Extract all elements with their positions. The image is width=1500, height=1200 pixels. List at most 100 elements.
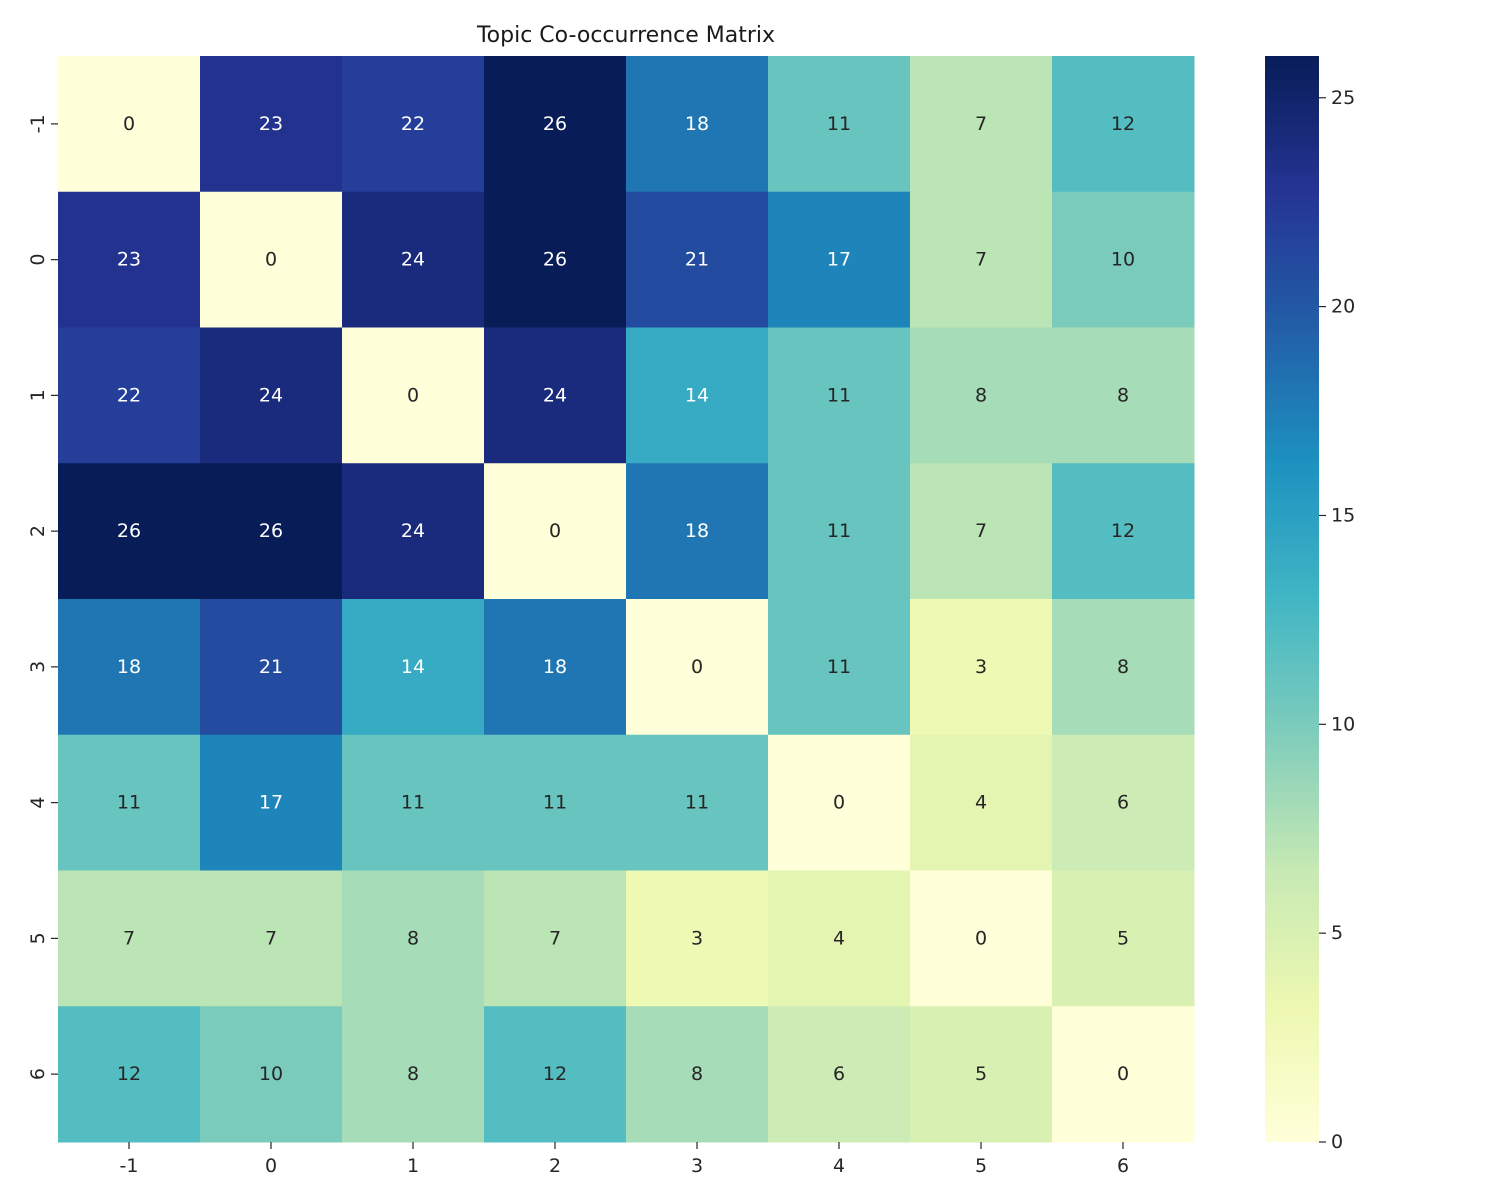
cell-value-label: 8 bbox=[691, 1063, 703, 1085]
y-tick-label: -1 bbox=[27, 114, 49, 133]
y-tick-label: 0 bbox=[27, 254, 49, 266]
heatmap-cell bbox=[1052, 1006, 1195, 1143]
colorbar-tick-label: 5 bbox=[1331, 922, 1343, 944]
cell-value-label: 0 bbox=[549, 520, 561, 542]
heatmap-cell bbox=[768, 191, 911, 328]
heatmap-cell bbox=[58, 1006, 201, 1143]
y-tick-label: 3 bbox=[27, 661, 49, 673]
heatmap-cell bbox=[484, 191, 627, 328]
heatmap-cell bbox=[910, 1006, 1053, 1143]
heatmap-cell bbox=[58, 56, 201, 193]
heatmap-cell bbox=[484, 599, 627, 736]
cell-value-label: 12 bbox=[1111, 520, 1135, 542]
heatmap-cell bbox=[626, 734, 769, 871]
heatmap-cell bbox=[484, 1006, 627, 1143]
heatmap-cell bbox=[342, 599, 485, 736]
cell-value-label: 24 bbox=[543, 384, 567, 406]
heatmap-cell bbox=[626, 463, 769, 600]
heatmap-cell bbox=[342, 734, 485, 871]
cell-value-label: 4 bbox=[975, 792, 987, 814]
heatmap-cell bbox=[1052, 327, 1195, 464]
cell-value-label: 11 bbox=[117, 792, 141, 814]
heatmap-cell bbox=[910, 599, 1053, 736]
y-tick-label: 1 bbox=[27, 389, 49, 401]
heatmap-cell bbox=[484, 463, 627, 600]
cell-value-label: 26 bbox=[259, 520, 283, 542]
heatmap-cell bbox=[910, 56, 1053, 193]
y-tick-label: 2 bbox=[27, 525, 49, 537]
colorbar-tick-label: 20 bbox=[1331, 296, 1355, 318]
cell-value-label: 7 bbox=[549, 927, 561, 949]
cell-value-label: 7 bbox=[975, 249, 987, 271]
cell-value-label: 11 bbox=[827, 113, 851, 135]
cell-value-label: 23 bbox=[259, 113, 283, 135]
heatmap-cell bbox=[626, 870, 769, 1007]
cell-value-label: 0 bbox=[833, 792, 845, 814]
colorbar-tick-label: 25 bbox=[1331, 87, 1355, 109]
cell-value-label: 11 bbox=[543, 792, 567, 814]
heatmap-cell bbox=[484, 734, 627, 871]
cell-value-label: 6 bbox=[833, 1063, 845, 1085]
cell-value-label: 0 bbox=[1117, 1063, 1129, 1085]
heatmap-cell bbox=[342, 870, 485, 1007]
heatmap-cell bbox=[626, 191, 769, 328]
cell-value-label: 18 bbox=[685, 113, 709, 135]
heatmap-cell bbox=[200, 56, 343, 193]
cell-value-label: 0 bbox=[691, 656, 703, 678]
cell-value-label: 8 bbox=[1117, 656, 1129, 678]
heatmap-cell bbox=[626, 599, 769, 736]
heatmap-cell bbox=[1052, 191, 1195, 328]
cell-value-label: 4 bbox=[833, 927, 845, 949]
heatmap-cell bbox=[1052, 56, 1195, 193]
cell-value-label: 21 bbox=[685, 249, 709, 271]
cell-value-label: 3 bbox=[691, 927, 703, 949]
cell-value-label: 10 bbox=[259, 1063, 283, 1085]
heatmap-cell bbox=[626, 327, 769, 464]
heatmap-cell bbox=[484, 327, 627, 464]
heatmap-cell bbox=[626, 56, 769, 193]
heatmap-cell bbox=[200, 1006, 343, 1143]
cell-value-label: 11 bbox=[827, 656, 851, 678]
cell-value-label: 0 bbox=[123, 113, 135, 135]
heatmap-cell bbox=[910, 463, 1053, 600]
heatmap-cell bbox=[768, 1006, 911, 1143]
cell-value-label: 18 bbox=[685, 520, 709, 542]
x-tick-label: 6 bbox=[1117, 1155, 1129, 1177]
cell-value-label: 8 bbox=[407, 1063, 419, 1085]
cell-value-label: 7 bbox=[975, 520, 987, 542]
x-axis: -1 0 1 2 3 4 5 6 bbox=[120, 1142, 1129, 1177]
cell-value-label: 24 bbox=[401, 520, 425, 542]
x-tick-label: 4 bbox=[833, 1155, 845, 1177]
heatmap-cell bbox=[768, 463, 911, 600]
colorbar-tick-label: 15 bbox=[1331, 504, 1355, 526]
heatmap-cell bbox=[200, 734, 343, 871]
cell-value-label: 21 bbox=[259, 656, 283, 678]
cell-value-label: 26 bbox=[543, 113, 567, 135]
x-tick-label: 3 bbox=[691, 1155, 703, 1177]
cell-value-label: 18 bbox=[543, 656, 567, 678]
cell-value-label: 10 bbox=[1111, 249, 1135, 271]
cell-value-label: 14 bbox=[685, 384, 709, 406]
x-tick-label: 2 bbox=[549, 1155, 561, 1177]
y-tick-label: 4 bbox=[27, 797, 49, 809]
cell-value-label: 8 bbox=[407, 927, 419, 949]
heatmap-cell bbox=[768, 56, 911, 193]
heatmap-cell bbox=[200, 191, 343, 328]
heatmap-cell bbox=[910, 191, 1053, 328]
cell-value-label: 12 bbox=[543, 1063, 567, 1085]
cell-value-label: 17 bbox=[259, 792, 283, 814]
heatmap-cells: 0 23 22 26 18 11 7 12 23 0 24 26 21 17 7 10 22 24 0 24 14 11 8… bbox=[58, 56, 1195, 1143]
colorbar-tick-label: 10 bbox=[1331, 713, 1355, 735]
heatmap-cell bbox=[910, 327, 1053, 464]
cell-value-label: 17 bbox=[827, 249, 851, 271]
heatmap-cell bbox=[58, 191, 201, 328]
cell-value-label: 11 bbox=[401, 792, 425, 814]
cell-value-label: 8 bbox=[1117, 384, 1129, 406]
heatmap-cell bbox=[484, 870, 627, 1007]
cell-value-label: 24 bbox=[259, 384, 283, 406]
heatmap-cell bbox=[342, 191, 485, 328]
chart-title: Topic Co-occurrence Matrix bbox=[476, 23, 775, 48]
colorbar-gradient bbox=[1265, 56, 1319, 1142]
heatmap-cell bbox=[910, 870, 1053, 1007]
